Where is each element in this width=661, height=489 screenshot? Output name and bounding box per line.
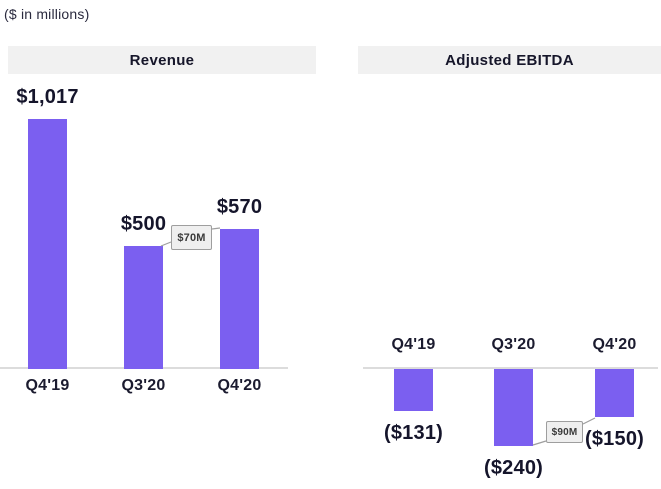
value-label-q3-20-revenue: $500 (120, 213, 167, 235)
ebitda-delta-callout: $90M (546, 421, 583, 443)
value-label-q4-19-adjusted-ebitda: ($131) (383, 422, 444, 444)
ebitda-chart-title: Adjusted EBITDA (445, 51, 574, 69)
revenue-chart-title: Revenue (129, 51, 195, 69)
revenue-chart-header: Revenue (8, 46, 316, 74)
axis-label-q4-19-adjusted-ebitda: Q4'19 (391, 336, 436, 353)
revenue-delta-callout: $70M (171, 225, 212, 250)
bar-q3-20-adjusted-ebitda (494, 369, 533, 446)
bar-q4-20-adjusted-ebitda (595, 369, 634, 417)
axis-label-q4-19-revenue: Q4'19 (25, 377, 70, 394)
value-label-q3-20-adjusted-ebitda: ($240) (483, 457, 544, 479)
bar-q4-19-revenue (28, 119, 67, 369)
value-label-q4-20-revenue: $570 (216, 196, 263, 218)
axis-label-q4-20-adjusted-ebitda: Q4'20 (592, 336, 637, 353)
axis-label-q3-20-adjusted-ebitda: Q3'20 (491, 336, 536, 353)
bar-q4-19-adjusted-ebitda (394, 369, 433, 411)
ebitda-delta-callout-label: $90M (551, 426, 578, 438)
bar-q4-20-revenue (220, 229, 259, 369)
units-label: ($ in millions) (4, 6, 90, 22)
revenue-delta-callout-label: $70M (177, 231, 206, 244)
axis-label-q4-20-revenue: Q4'20 (217, 377, 262, 394)
axis-label-q3-20-revenue: Q3'20 (121, 377, 166, 394)
ebitda-baseline-axis (363, 367, 658, 369)
bar-q3-20-revenue (124, 246, 163, 369)
value-label-q4-20-adjusted-ebitda: ($150) (584, 428, 645, 450)
value-label-q4-19-revenue: $1,017 (16, 86, 79, 108)
ebitda-chart-header: Adjusted EBITDA (358, 46, 661, 74)
